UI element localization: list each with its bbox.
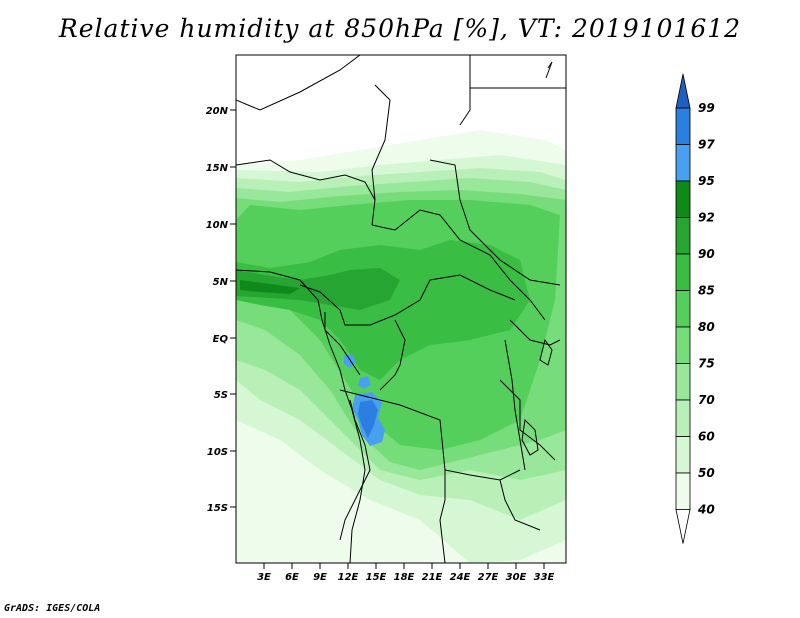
colorbar-label: 80 <box>698 320 715 334</box>
lon-label-15e: 15E <box>366 572 387 583</box>
colorbar-label: 90 <box>698 247 715 261</box>
colorbar-segment <box>675 144 691 182</box>
colorbar-segment <box>675 472 691 510</box>
lon-label-30e: 30E <box>506 572 527 583</box>
lon-label-33e: 33E <box>534 572 555 583</box>
map-frame <box>235 54 567 564</box>
lat-label-eq: EQ <box>213 334 229 345</box>
colorbar-label: 50 <box>698 466 715 480</box>
lon-axis: 3E 6E 9E 12E 15E 18E 21E 24E 27E 30E 33E <box>257 563 555 583</box>
humidity-92-zone <box>240 280 300 294</box>
colorbar-segment <box>675 363 691 401</box>
lon-label-6e: 6E <box>285 572 299 583</box>
humidity-field <box>236 55 566 563</box>
colorbar-segment <box>675 290 691 328</box>
colorbar-label: 70 <box>698 393 715 407</box>
lat-label-5n: 5N <box>213 277 229 288</box>
colorbar-segment <box>675 253 691 291</box>
colorbar-segment <box>675 399 691 437</box>
lon-label-9e: 9E <box>313 572 327 583</box>
colorbar-label: 95 <box>698 174 715 188</box>
lon-label-12e: 12E <box>338 572 359 583</box>
lat-label-15n: 15N <box>206 163 229 174</box>
humidity-85-zone <box>236 240 530 380</box>
lat-label-5s: 5S <box>214 390 228 401</box>
coastlines-lakes <box>236 61 553 563</box>
humidity-90-zone <box>236 268 400 310</box>
colorbar-label: 99 <box>698 101 715 115</box>
country-boundaries <box>236 55 566 563</box>
colorbar-label: 75 <box>698 357 715 371</box>
chart-title: Relative humidity at 850hPa [%], VT: 201… <box>58 14 742 43</box>
lat-axis: 20N 15N 10N 5N EQ 5S 10S 15S <box>206 106 236 514</box>
lon-label-3e: 3E <box>257 572 271 583</box>
colorbar-label: 40 <box>697 503 715 517</box>
lat-label-10s: 10S <box>207 447 228 458</box>
lon-label-27e: 27E <box>478 572 499 583</box>
colorbar-bottom-arrow <box>675 509 691 544</box>
lat-label-15s: 15S <box>207 503 228 514</box>
credit-label: GrADS: IGES/COLA <box>4 603 101 614</box>
colorbar-label: 60 <box>698 430 715 444</box>
colorbar-segment <box>675 217 691 255</box>
humidity-95-patch-small <box>358 376 371 389</box>
humidity-97-patch <box>358 400 378 438</box>
colorbar-label: 92 <box>698 211 715 225</box>
colorbar-segment <box>675 326 691 364</box>
colorbar: 99 97 95 92 90 85 80 75 70 60 50 40 <box>675 73 715 544</box>
colorbar-label: 85 <box>698 284 715 298</box>
colorbar-segment <box>675 107 691 145</box>
lon-label-24e: 24E <box>450 572 471 583</box>
colorbar-segment <box>675 180 691 218</box>
colorbar-segment <box>675 436 691 474</box>
lon-label-21e: 21E <box>422 572 443 583</box>
lat-label-10n: 10N <box>206 220 229 231</box>
lon-label-18e: 18E <box>394 572 415 583</box>
colorbar-label: 97 <box>698 138 715 152</box>
lat-label-20n: 20N <box>206 106 229 117</box>
colorbar-top-arrow <box>675 73 691 109</box>
